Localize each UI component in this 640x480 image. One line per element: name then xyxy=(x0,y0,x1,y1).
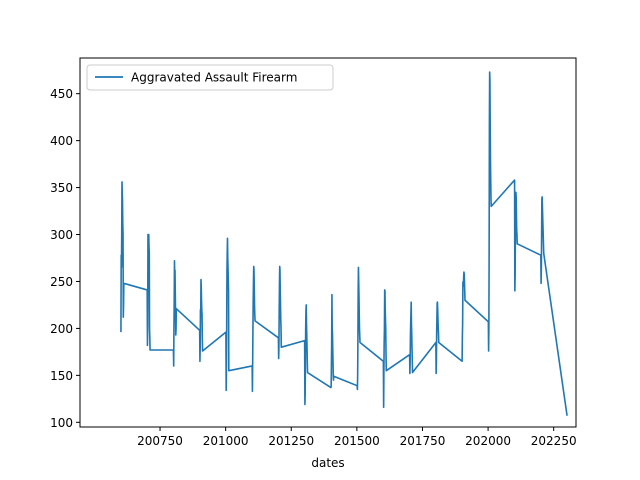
plot-frame xyxy=(79,57,577,428)
x-tick-label: 202000 xyxy=(465,434,511,448)
x-tick-label: 201750 xyxy=(400,434,446,448)
y-tick-label: 350 xyxy=(50,181,73,195)
y-tick-label: 200 xyxy=(50,322,73,336)
y-axis-ticks: 100 150 200 250 300 350 400 450 xyxy=(50,87,80,430)
plot-area xyxy=(80,58,576,427)
legend-box xyxy=(86,64,334,91)
y-tick-label: 300 xyxy=(50,228,73,242)
legend: Aggravated Assault Firearm xyxy=(86,64,334,91)
x-axis-label: dates xyxy=(311,456,344,470)
legend-entry-label: Aggravated Assault Firearm xyxy=(131,71,297,85)
series-layer xyxy=(120,71,568,416)
x-tick-label: 200750 xyxy=(137,434,183,448)
x-tick-label: 201500 xyxy=(334,434,380,448)
y-tick-label: 250 xyxy=(50,275,73,289)
x-tick-label: 201000 xyxy=(203,434,249,448)
series-line-0 xyxy=(120,71,568,416)
y-tick-label: 400 xyxy=(50,134,73,148)
x-axis-ticks: 200750 201000 201250 201500 201750 202000 2022… xyxy=(137,427,577,448)
y-tick-label: 450 xyxy=(50,87,73,101)
y-tick-label: 150 xyxy=(50,369,73,383)
x-tick-label: 202250 xyxy=(531,434,577,448)
y-tick-label: 100 xyxy=(50,416,73,430)
x-tick-label: 201250 xyxy=(268,434,314,448)
